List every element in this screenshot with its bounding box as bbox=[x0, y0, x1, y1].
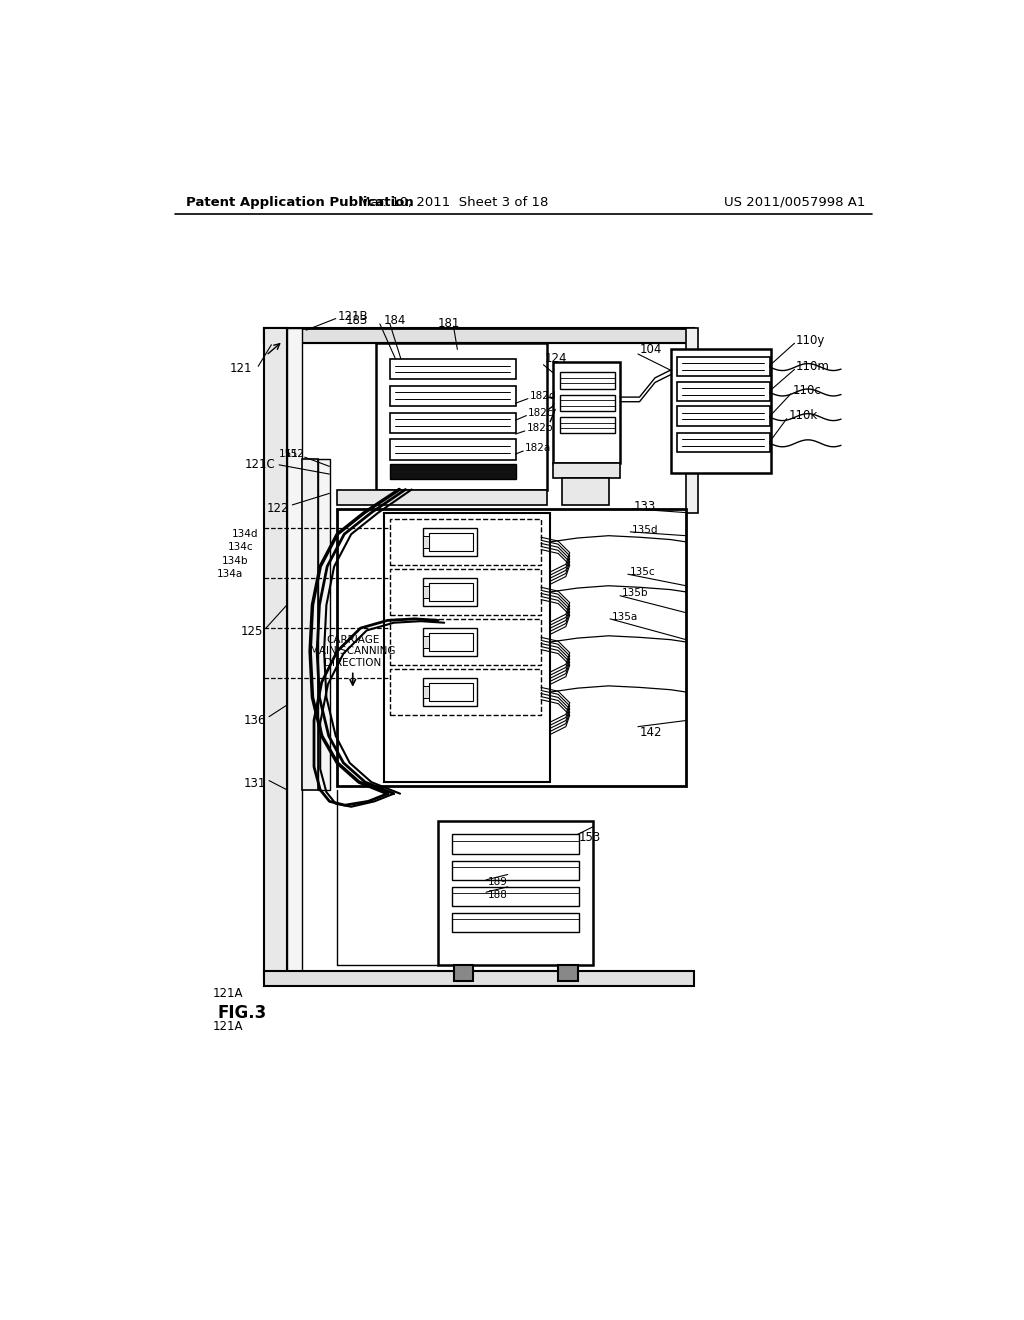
Bar bbox=[263, 327, 287, 978]
Bar bbox=[423, 678, 477, 706]
Text: 136: 136 bbox=[244, 714, 266, 727]
Bar bbox=[390, 669, 541, 715]
Bar bbox=[438, 821, 593, 965]
Text: 152: 152 bbox=[285, 449, 305, 459]
Text: 133: 133 bbox=[633, 500, 655, 513]
Text: 131: 131 bbox=[244, 777, 266, 791]
Text: 110m: 110m bbox=[796, 360, 829, 372]
Text: 121C: 121C bbox=[245, 458, 275, 471]
Bar bbox=[423, 536, 429, 548]
Bar bbox=[671, 350, 771, 473]
Text: 121A: 121A bbox=[212, 1020, 243, 1034]
Bar bbox=[390, 465, 515, 479]
Text: 182d: 182d bbox=[529, 391, 556, 400]
Bar bbox=[390, 519, 541, 565]
Bar bbox=[452, 834, 579, 854]
Text: Mar. 10, 2011  Sheet 3 of 18: Mar. 10, 2011 Sheet 3 of 18 bbox=[358, 195, 548, 209]
Bar bbox=[677, 433, 770, 451]
Bar bbox=[423, 528, 477, 556]
Bar bbox=[287, 327, 302, 978]
Bar bbox=[429, 682, 473, 701]
Text: 135d: 135d bbox=[632, 524, 658, 535]
Bar bbox=[553, 462, 621, 478]
Bar bbox=[390, 619, 541, 665]
Bar bbox=[553, 363, 621, 462]
Bar bbox=[560, 372, 614, 388]
Text: US 2011/0057998 A1: US 2011/0057998 A1 bbox=[724, 195, 865, 209]
Bar bbox=[560, 417, 614, 433]
Text: 142: 142 bbox=[640, 726, 662, 739]
Text: Patent Application Publication: Patent Application Publication bbox=[186, 195, 414, 209]
Text: 122: 122 bbox=[266, 502, 289, 515]
Text: 104: 104 bbox=[640, 343, 662, 356]
Text: 110c: 110c bbox=[793, 384, 821, 397]
Bar bbox=[390, 569, 541, 615]
Text: 110y: 110y bbox=[796, 334, 825, 347]
Bar bbox=[686, 327, 697, 512]
Bar bbox=[452, 913, 579, 932]
Text: 151: 151 bbox=[279, 449, 299, 459]
Text: 121: 121 bbox=[229, 362, 252, 375]
Text: 135c: 135c bbox=[630, 566, 655, 577]
Bar bbox=[558, 965, 578, 981]
Text: 182b: 182b bbox=[526, 422, 553, 433]
Bar bbox=[423, 628, 477, 656]
Text: 134c: 134c bbox=[228, 543, 254, 552]
Bar bbox=[677, 358, 770, 376]
Bar bbox=[452, 887, 579, 906]
Bar bbox=[677, 381, 770, 401]
Bar bbox=[317, 459, 330, 789]
Text: 121B: 121B bbox=[337, 310, 368, 323]
Text: 182c: 182c bbox=[528, 408, 554, 417]
Bar bbox=[452, 861, 579, 880]
Bar bbox=[423, 586, 429, 598]
Text: 182a: 182a bbox=[524, 444, 551, 453]
Bar bbox=[429, 632, 473, 651]
Text: 135a: 135a bbox=[611, 611, 638, 622]
Bar bbox=[560, 395, 614, 411]
Bar bbox=[423, 578, 477, 606]
Bar bbox=[390, 359, 515, 379]
Bar bbox=[263, 970, 693, 986]
Bar bbox=[423, 636, 429, 648]
Text: FIG.3: FIG.3 bbox=[217, 1005, 266, 1022]
Text: 134b: 134b bbox=[221, 556, 248, 566]
Bar bbox=[390, 440, 515, 461]
Bar bbox=[337, 490, 547, 506]
Bar bbox=[454, 965, 473, 981]
Bar bbox=[263, 327, 693, 343]
Bar bbox=[390, 413, 515, 433]
Text: 188: 188 bbox=[487, 890, 508, 899]
Text: 125: 125 bbox=[241, 626, 263, 639]
Bar bbox=[337, 508, 686, 785]
Text: 135b: 135b bbox=[622, 589, 648, 598]
Text: 189: 189 bbox=[487, 878, 508, 887]
Text: 184: 184 bbox=[384, 314, 407, 326]
Bar bbox=[302, 459, 317, 789]
Text: 153: 153 bbox=[579, 832, 601, 843]
Bar bbox=[376, 343, 547, 490]
Bar bbox=[384, 512, 550, 781]
Text: 181: 181 bbox=[438, 317, 461, 330]
Text: 124: 124 bbox=[545, 352, 567, 366]
Bar bbox=[677, 407, 770, 425]
Bar bbox=[562, 478, 608, 506]
Bar bbox=[429, 582, 473, 601]
Text: 183: 183 bbox=[346, 314, 369, 326]
Text: CARRIAGE
MAIN SCANNING
DIRECTION: CARRIAGE MAIN SCANNING DIRECTION bbox=[310, 635, 395, 668]
Text: 134d: 134d bbox=[231, 529, 258, 539]
Text: 121A: 121A bbox=[212, 987, 243, 1001]
Bar bbox=[423, 686, 429, 698]
Text: 134a: 134a bbox=[216, 569, 243, 579]
Text: 110k: 110k bbox=[788, 409, 817, 422]
Bar bbox=[429, 533, 473, 552]
Bar bbox=[390, 385, 515, 407]
